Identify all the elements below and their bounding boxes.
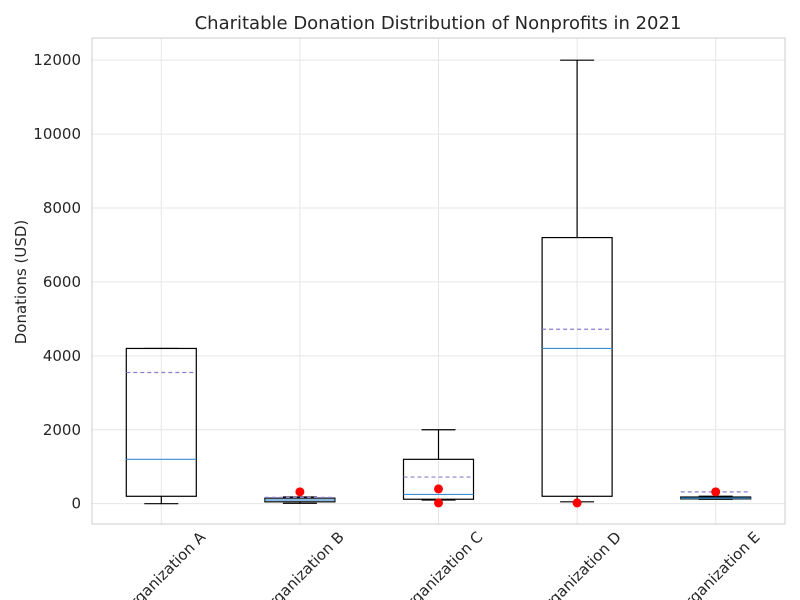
y-tick-label: 4000	[43, 347, 81, 365]
x-tick-label: Organization C	[395, 528, 486, 600]
x-tick-label: Organization A	[118, 528, 210, 600]
outlier-point	[434, 498, 443, 508]
x-tick-label: Organization B	[257, 528, 348, 600]
y-tick-label: 0	[71, 495, 81, 513]
box-2	[264, 487, 336, 504]
y-tick-label: 12000	[33, 51, 81, 69]
y-ticks: 0 2000 4000 6000 8000 10000 12000	[33, 51, 81, 512]
box-iqr	[125, 347, 197, 497]
outlier-point	[711, 487, 721, 497]
outlier-point	[295, 487, 305, 497]
y-tick-label: 6000	[43, 273, 81, 291]
x-tick-label: Organization D	[533, 528, 625, 600]
box-iqr	[541, 236, 613, 497]
y-axis-label: Donations (USD)	[12, 220, 30, 345]
box-3	[402, 429, 475, 508]
y-tick-label: 2000	[43, 421, 81, 439]
x-tick-label: Organization E	[673, 528, 764, 600]
chart-title: Charitable Donation Distribution of Nonp…	[195, 13, 682, 34]
box-plots	[125, 59, 752, 508]
box-1	[125, 347, 197, 505]
outlier-point	[572, 498, 582, 508]
x-ticks: Organization A Organization B Organization…	[118, 528, 764, 600]
box-5	[680, 487, 752, 500]
outlier-point	[434, 484, 443, 494]
y-tick-label: 8000	[43, 199, 81, 217]
box-4	[541, 59, 613, 508]
plot-frame	[91, 37, 786, 525]
y-tick-label: 10000	[33, 125, 81, 143]
